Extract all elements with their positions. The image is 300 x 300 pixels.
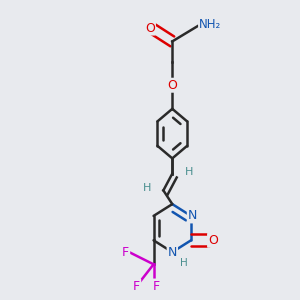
Text: O: O bbox=[208, 234, 218, 247]
Text: F: F bbox=[153, 280, 160, 292]
Text: F: F bbox=[133, 280, 140, 292]
Text: N: N bbox=[188, 209, 197, 222]
Text: O: O bbox=[167, 79, 177, 92]
Text: NH₂: NH₂ bbox=[199, 18, 221, 31]
Text: O: O bbox=[145, 22, 155, 34]
Text: H: H bbox=[180, 258, 188, 268]
Text: F: F bbox=[122, 246, 129, 259]
Text: N: N bbox=[168, 246, 177, 259]
Text: H: H bbox=[184, 167, 193, 177]
Text: H: H bbox=[143, 184, 151, 194]
